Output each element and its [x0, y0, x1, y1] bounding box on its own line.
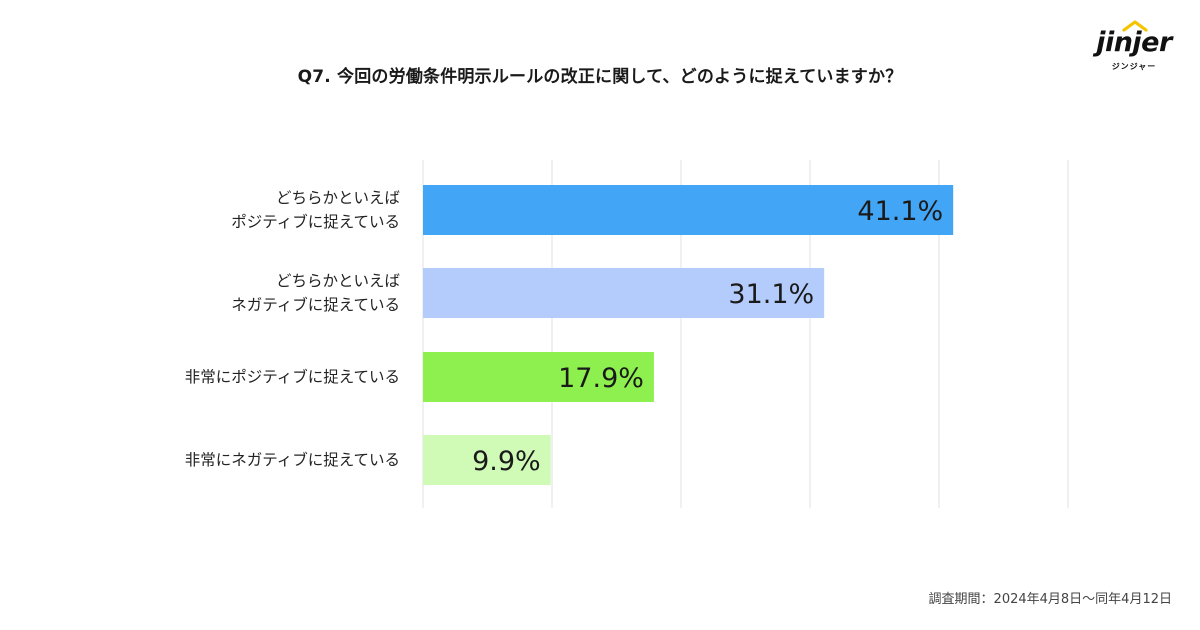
value-label-2: 17.9%: [558, 363, 644, 394]
value-label-3: 9.9%: [472, 446, 541, 477]
category-label-1: どちらかといえば ネガティブに捉えている: [231, 272, 400, 314]
survey-period-note: 調査期間：2024年4月8日〜同年4月12日: [928, 592, 1172, 607]
chart-title: Q7. 今回の労働条件明示ルールの改正に関して、どのように捉えていますか？: [297, 67, 903, 87]
brand-logo: jinjer ジンジャー: [1092, 18, 1176, 74]
logo-roof-icon: [1122, 20, 1148, 32]
value-label-1: 31.1%: [728, 279, 814, 310]
bar-1: [423, 268, 825, 318]
category-label-0: どちらかといえば ポジティブに捉えている: [231, 189, 400, 231]
category-label-3: 非常にネガティブに捉えている: [184, 451, 400, 469]
bar-0: [423, 185, 954, 235]
value-label-0: 41.1%: [857, 196, 943, 227]
category-label-2: 非常にポジティブに捉えている: [184, 368, 400, 386]
logo-subtitle: ジンジャー: [1111, 62, 1157, 71]
logo-word: jinjer: [1096, 27, 1172, 58]
bar-3: [423, 435, 551, 485]
bar-2: [423, 352, 654, 402]
